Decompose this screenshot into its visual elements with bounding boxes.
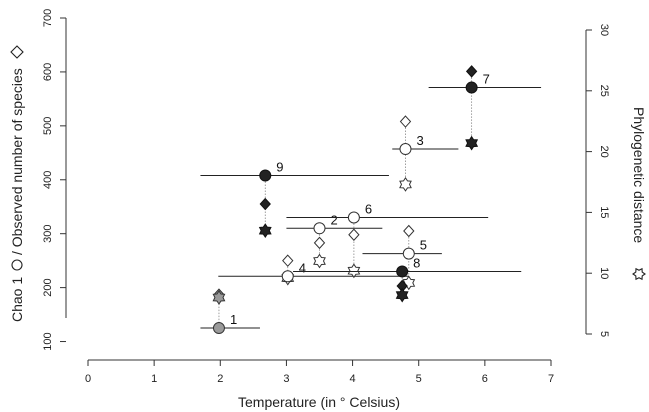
site-9: 9	[200, 159, 389, 238]
x-tick-label: 0	[85, 373, 91, 385]
y-right-tick-label: 25	[598, 85, 610, 97]
site-label: 4	[299, 260, 306, 275]
x-axis-title: Temperature (in ° Celsius)	[238, 394, 400, 410]
chao1-point	[402, 247, 415, 260]
y-right-tick-label: 15	[598, 206, 610, 218]
plot-area: 1 2 3 4 5 6 7 8 9	[200, 65, 542, 335]
site-label: 2	[331, 212, 338, 227]
y-left-tick-label: 100	[42, 332, 54, 350]
x-ticks: 0 1 2 3 4 5 6 7	[85, 360, 554, 385]
x-tick-label: 5	[416, 373, 422, 385]
legend-chao1-circle-icon	[11, 259, 23, 271]
chao1-point	[281, 270, 294, 283]
site-label: 9	[276, 159, 283, 174]
phylogenetic-distance-point	[395, 287, 409, 303]
site-label: 8	[413, 255, 420, 270]
site-7: 7	[428, 65, 542, 151]
chao1-point	[396, 265, 409, 278]
x-tick-label: 1	[151, 373, 157, 385]
site-6: 6	[286, 202, 489, 279]
observed-species-point	[313, 236, 326, 250]
x-axis: 0 1 2 3 4 5 6 7 Temperature (in ° Celsius)	[85, 359, 554, 410]
site-4: 4	[218, 254, 409, 286]
observed-species-point	[348, 228, 360, 242]
observed-species-point	[282, 254, 294, 267]
chao1-point	[347, 211, 360, 224]
phylogenetic-distance-point	[465, 135, 479, 151]
phylogenetic-distance-point	[258, 223, 272, 238]
site-label: 6	[365, 202, 372, 217]
y-axis-left-title-observed: / Observed number of species	[9, 68, 25, 255]
site-label: 3	[416, 133, 423, 148]
y-right-tick-label: 30	[598, 24, 610, 36]
x-tick-label: 7	[548, 373, 554, 385]
y-axis-right-title: Phylogenetic distance	[631, 107, 647, 281]
site-label: 5	[420, 238, 427, 253]
y-left-tick-label: 500	[42, 117, 54, 135]
x-tick-label: 3	[283, 373, 289, 385]
y-left-tick-label: 700	[42, 9, 54, 27]
chao1-point	[465, 81, 478, 94]
observed-species-point	[399, 115, 412, 128]
x-tick-label: 6	[482, 373, 488, 385]
site-3: 3	[392, 115, 459, 192]
legend-phylo-star-icon	[632, 267, 646, 281]
chao1-point	[259, 169, 272, 182]
y-right-ticks: 5 10 15 20 25 30	[586, 24, 610, 337]
observed-species-point	[465, 65, 478, 78]
y-axis-right-title-text: Phylogenetic distance	[631, 107, 647, 243]
phylogenetic-distance-point	[212, 290, 226, 305]
y-right-tick-label: 5	[598, 331, 610, 337]
y-axis-left-title-chao1: Chao 1	[9, 277, 25, 322]
phylogenetic-distance-point	[347, 263, 361, 279]
y-right-tick-label: 10	[598, 267, 610, 279]
y-left-tick-label: 200	[42, 278, 54, 296]
y-left-tick-label: 300	[42, 225, 54, 243]
site-2: 2	[286, 212, 383, 269]
site-label: 1	[230, 312, 237, 327]
y-left-tick-label: 400	[42, 171, 54, 189]
site-8: 8	[293, 255, 522, 303]
y-right-tick-label: 20	[598, 145, 610, 157]
legend-observed-diamond-icon	[10, 45, 24, 59]
site-1: 1	[200, 288, 260, 335]
site-5: 5	[362, 224, 442, 291]
observed-species-point	[259, 197, 271, 211]
y-axis-left-title: Chao 1 / Observed number of species	[9, 45, 25, 322]
x-tick-label: 2	[217, 373, 223, 385]
y-axis-left: 100 200 300 400 500 600 700 Chao 1 / Observed …	[9, 9, 67, 351]
phylogenetic-distance-point	[313, 253, 326, 269]
chao1-point	[212, 322, 225, 335]
x-tick-label: 4	[350, 373, 356, 385]
y-left-ticks: 100 200 300 400 500 600 700	[42, 9, 66, 351]
site-label: 7	[483, 72, 490, 87]
y-axis-right: 5 10 15 20 25 30 Phylogenetic distance	[585, 24, 647, 337]
chao1-point	[313, 222, 326, 235]
phylogenetic-distance-point	[399, 176, 412, 192]
y-left-tick-label: 600	[42, 63, 54, 81]
observed-species-point	[403, 224, 415, 238]
chao1-point	[399, 143, 412, 156]
